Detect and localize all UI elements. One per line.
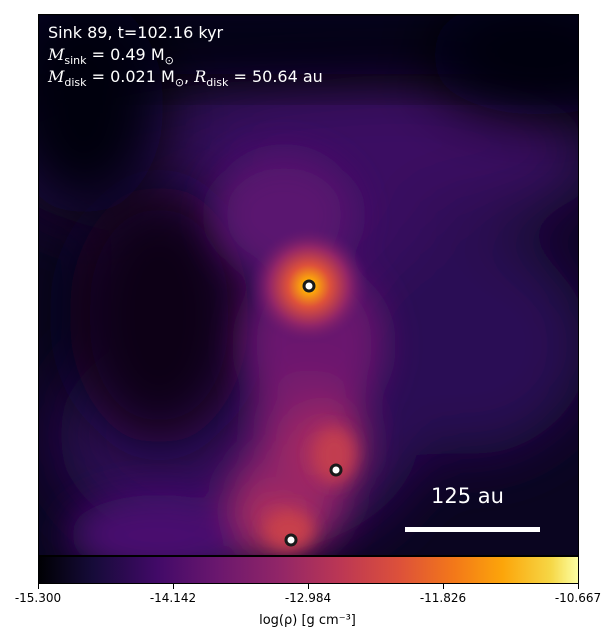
annotation-sink-mass: Msink = 0.49 M⊙ <box>48 45 174 68</box>
scale-bar <box>405 527 540 532</box>
central-sink-marker <box>302 279 316 293</box>
colorbar-tick-label: -14.142 <box>149 591 197 605</box>
colorbar-tick <box>308 584 309 589</box>
colorbar-tick <box>173 584 174 589</box>
annotation-title: Sink 89, t=102.16 kyr <box>48 23 224 42</box>
colorbar-tick-label: -10.667 <box>554 591 602 605</box>
companion-sink-marker <box>329 463 343 477</box>
colorbar-tick <box>38 584 39 589</box>
colorbar-tick <box>443 584 444 589</box>
colorbar-label: log(ρ) [g cm⁻³] <box>259 613 356 628</box>
lower-sink-marker <box>284 533 298 547</box>
colorbar <box>38 556 579 584</box>
colorbar-tick-label: -11.826 <box>419 591 467 605</box>
density-image <box>39 15 578 555</box>
colorbar-tick <box>578 584 579 589</box>
colorbar-tick-label: -15.300 <box>14 591 62 605</box>
density-map: Sink 89, t=102.16 kyr Msink = 0.49 M⊙ Md… <box>38 14 579 556</box>
scale-bar-label: 125 au <box>431 484 504 508</box>
annotation-disk: Mdisk = 0.021 M⊙, Rdisk = 50.64 au <box>48 67 323 90</box>
colorbar-tick-label: -12.984 <box>284 591 332 605</box>
